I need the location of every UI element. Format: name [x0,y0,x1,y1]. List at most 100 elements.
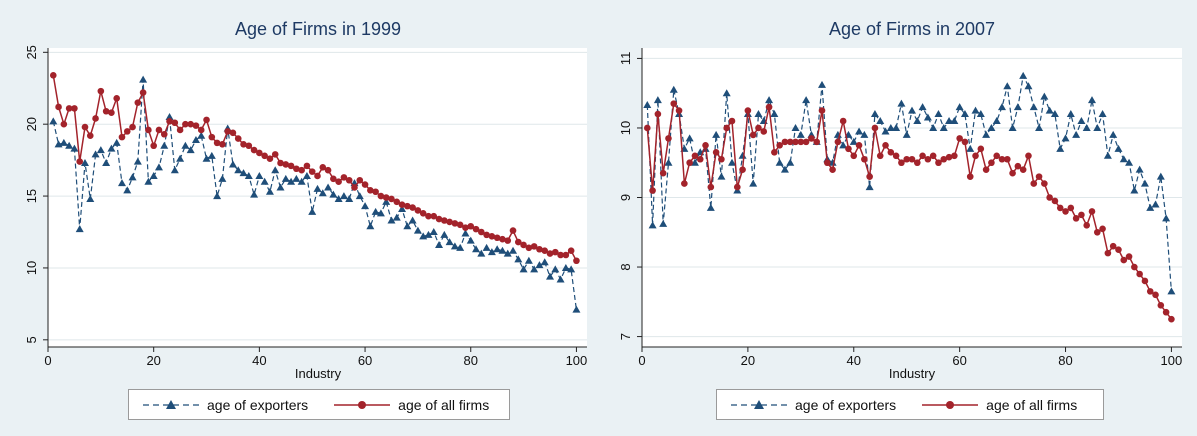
point-all-firms [298,166,305,174]
point-exporters [392,213,401,221]
point-all-firms [446,218,453,226]
point-exporters [802,96,811,104]
x-tick-label: 80 [1058,353,1072,368]
x-tick-label: 0 [638,353,645,368]
point-exporters [728,158,736,166]
point-exporters [908,106,916,114]
series-layer [49,72,581,313]
point-all-firms [118,133,126,141]
point-all-firms [929,152,937,160]
point-exporters [791,123,800,131]
point-exporters [387,216,396,224]
point-exporters [324,183,333,191]
point-all-firms [1152,291,1159,299]
point-all-firms [557,251,564,259]
point-all-firms [515,238,522,246]
point-exporters [413,226,422,234]
point-all-firms [382,194,390,201]
point-exporters [1125,158,1134,166]
point-all-firms [1014,162,1022,170]
y-tick-label: 7 [618,333,633,340]
point-all-firms [998,155,1006,163]
point-all-firms [271,151,279,158]
point-exporters [366,222,375,230]
point-exporters [870,110,879,118]
point-exporters [535,261,544,269]
point-all-firms [892,152,900,160]
point-all-firms [977,145,985,153]
legend-item-exporters: age of exporters [729,397,896,413]
point-exporters [886,123,895,131]
point-exporters [181,141,190,149]
series-line-exporters [52,79,577,310]
point-all-firms [123,128,131,135]
point-exporters [982,130,991,138]
point-exporters [197,131,206,139]
point-exporters [998,103,1006,111]
point-exporters [477,249,486,257]
point-exporters [466,236,475,244]
legend-2007: age of exporters age of all firms [716,389,1104,420]
y-tick-label: 5 [24,336,39,343]
point-exporters [966,144,975,152]
point-exporters [1061,134,1070,142]
point-exporters [202,154,211,162]
point-all-firms [1030,180,1038,187]
point-all-firms [1083,222,1091,229]
point-all-firms [839,117,847,125]
point-exporters [59,138,68,146]
point-exporters [213,192,222,200]
point-exporters [849,137,858,145]
point-all-firms [1115,246,1122,253]
point-exporters [75,225,84,233]
point-exporters [371,207,380,215]
point-exporters [765,96,774,104]
point-exporters [345,194,354,202]
point-all-firms [919,152,926,160]
point-all-firms [277,159,284,167]
point-all-firms [203,116,210,124]
point-all-firms [1104,249,1112,257]
point-exporters [139,75,148,83]
point-exporters [540,258,549,266]
point-all-firms [319,164,327,171]
point-exporters [876,117,885,125]
point-exporters [1003,82,1012,90]
point-all-firms [499,235,506,243]
point-all-firms [951,152,958,160]
point-exporters [929,123,938,131]
point-exporters [281,174,290,182]
point-all-firms [1125,253,1133,260]
point-all-firms [293,165,300,173]
point-all-firms [1035,173,1043,180]
point-exporters [287,177,296,185]
point-exporters [1082,123,1091,131]
point-all-firms [86,132,94,139]
point-all-firms [536,245,543,253]
point-all-firms [419,210,427,217]
point-all-firms [213,139,221,147]
plot-area [48,48,587,347]
point-all-firms [546,250,554,257]
point-all-firms [728,117,736,125]
point-exporters [509,246,518,254]
y-tick-label: 9 [618,194,633,201]
point-exporters [1093,123,1102,131]
point-all-firms [808,135,815,142]
point-all-firms [1109,242,1117,250]
point-exporters [456,243,465,251]
point-all-firms [924,155,932,163]
point-all-firms [65,105,73,112]
point-all-firms [145,126,152,134]
point-exporters [1140,179,1149,187]
point-all-firms [1009,169,1016,177]
point-all-firms [345,176,353,184]
point-all-firms [1131,263,1138,271]
x-tick-label: 40 [252,353,266,368]
point-exporters [207,151,216,159]
point-all-firms [509,227,517,234]
line-circle-marker-icon [922,400,979,409]
point-all-firms [240,141,247,148]
x-tick-label: 100 [566,353,588,368]
point-exporters [445,238,454,246]
